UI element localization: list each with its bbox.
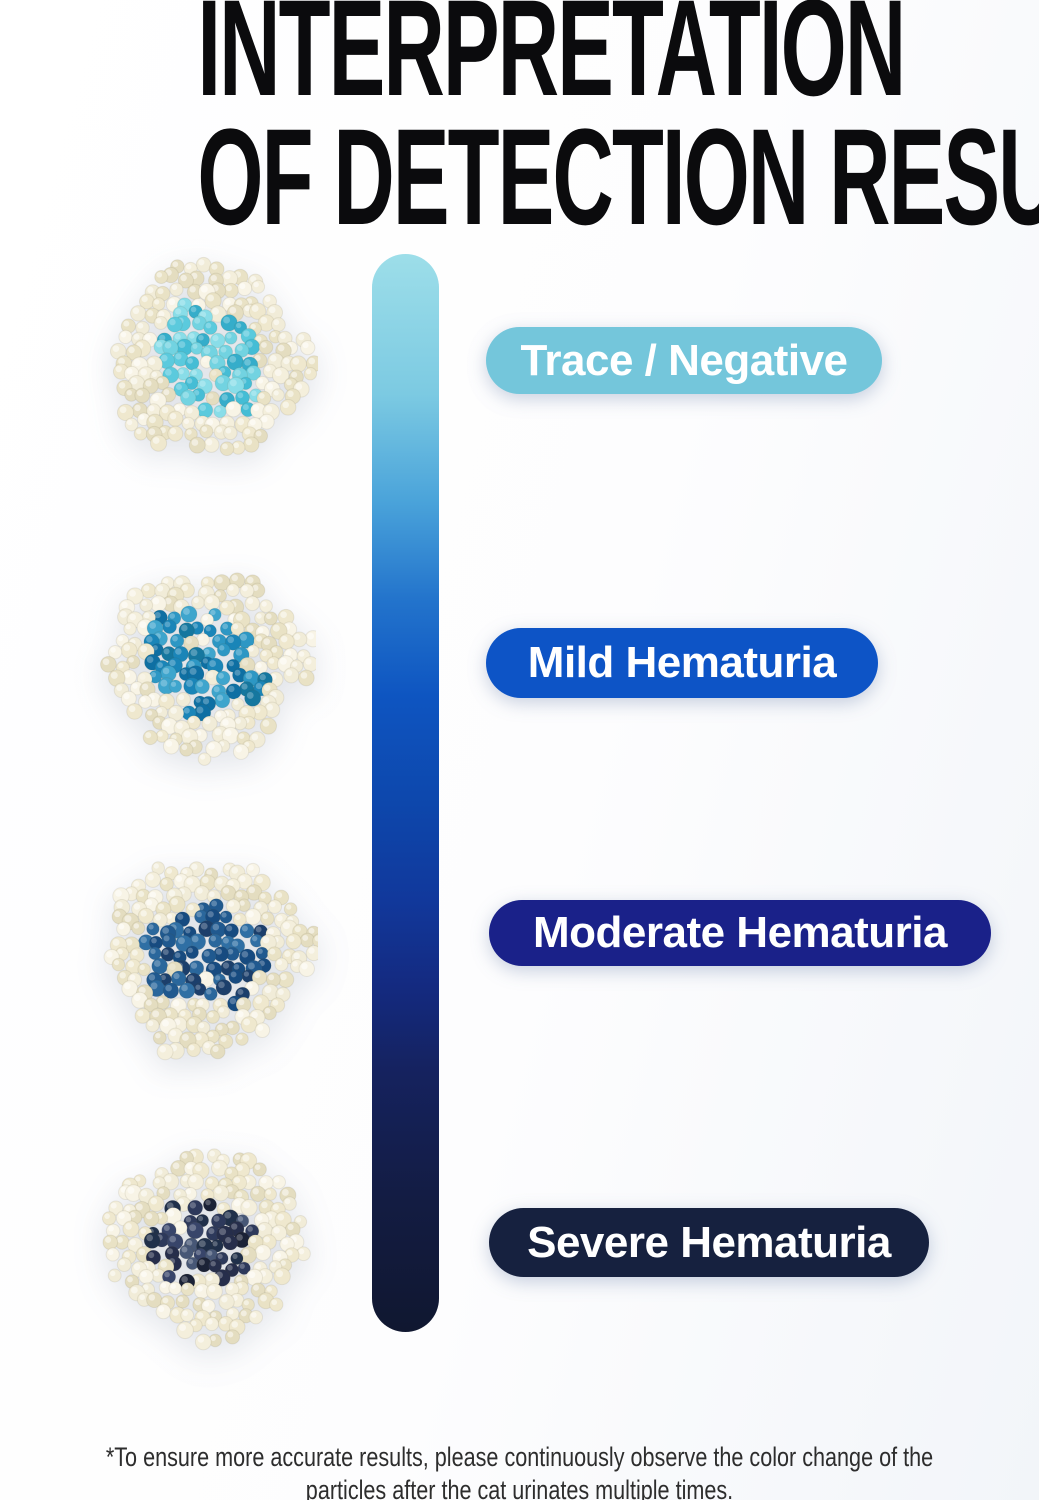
litter-sample-moderate-photo: [94, 843, 318, 1067]
page-title: INTERPRETATION OF DETECTION RESULTS: [0, 0, 1039, 254]
litter-sample-severe-photo: [92, 1131, 316, 1355]
footnote-line-2: particles after the cat urinates multipl…: [305, 1475, 734, 1500]
footnote-line-1: *To ensure more accurate results, please…: [105, 1442, 934, 1472]
litter-sample-trace-photo: [94, 250, 318, 474]
pill-mild-hematuria: Mild Hematuria: [486, 628, 878, 698]
pill-severe-hematuria: Severe Hematuria: [489, 1208, 929, 1277]
severity-gradient-bar: [372, 254, 439, 1332]
page-title-line-2: OF DETECTION RESULTS: [197, 100, 1039, 254]
pill-trace-negative: Trace / Negative: [486, 327, 882, 394]
litter-sample-mild-photo: [92, 553, 316, 777]
footnote: *To ensure more accurate results, please…: [0, 1441, 1039, 1500]
page-title-line-1: INTERPRETATION: [197, 0, 906, 125]
pill-moderate-hematuria: Moderate Hematuria: [489, 900, 991, 966]
